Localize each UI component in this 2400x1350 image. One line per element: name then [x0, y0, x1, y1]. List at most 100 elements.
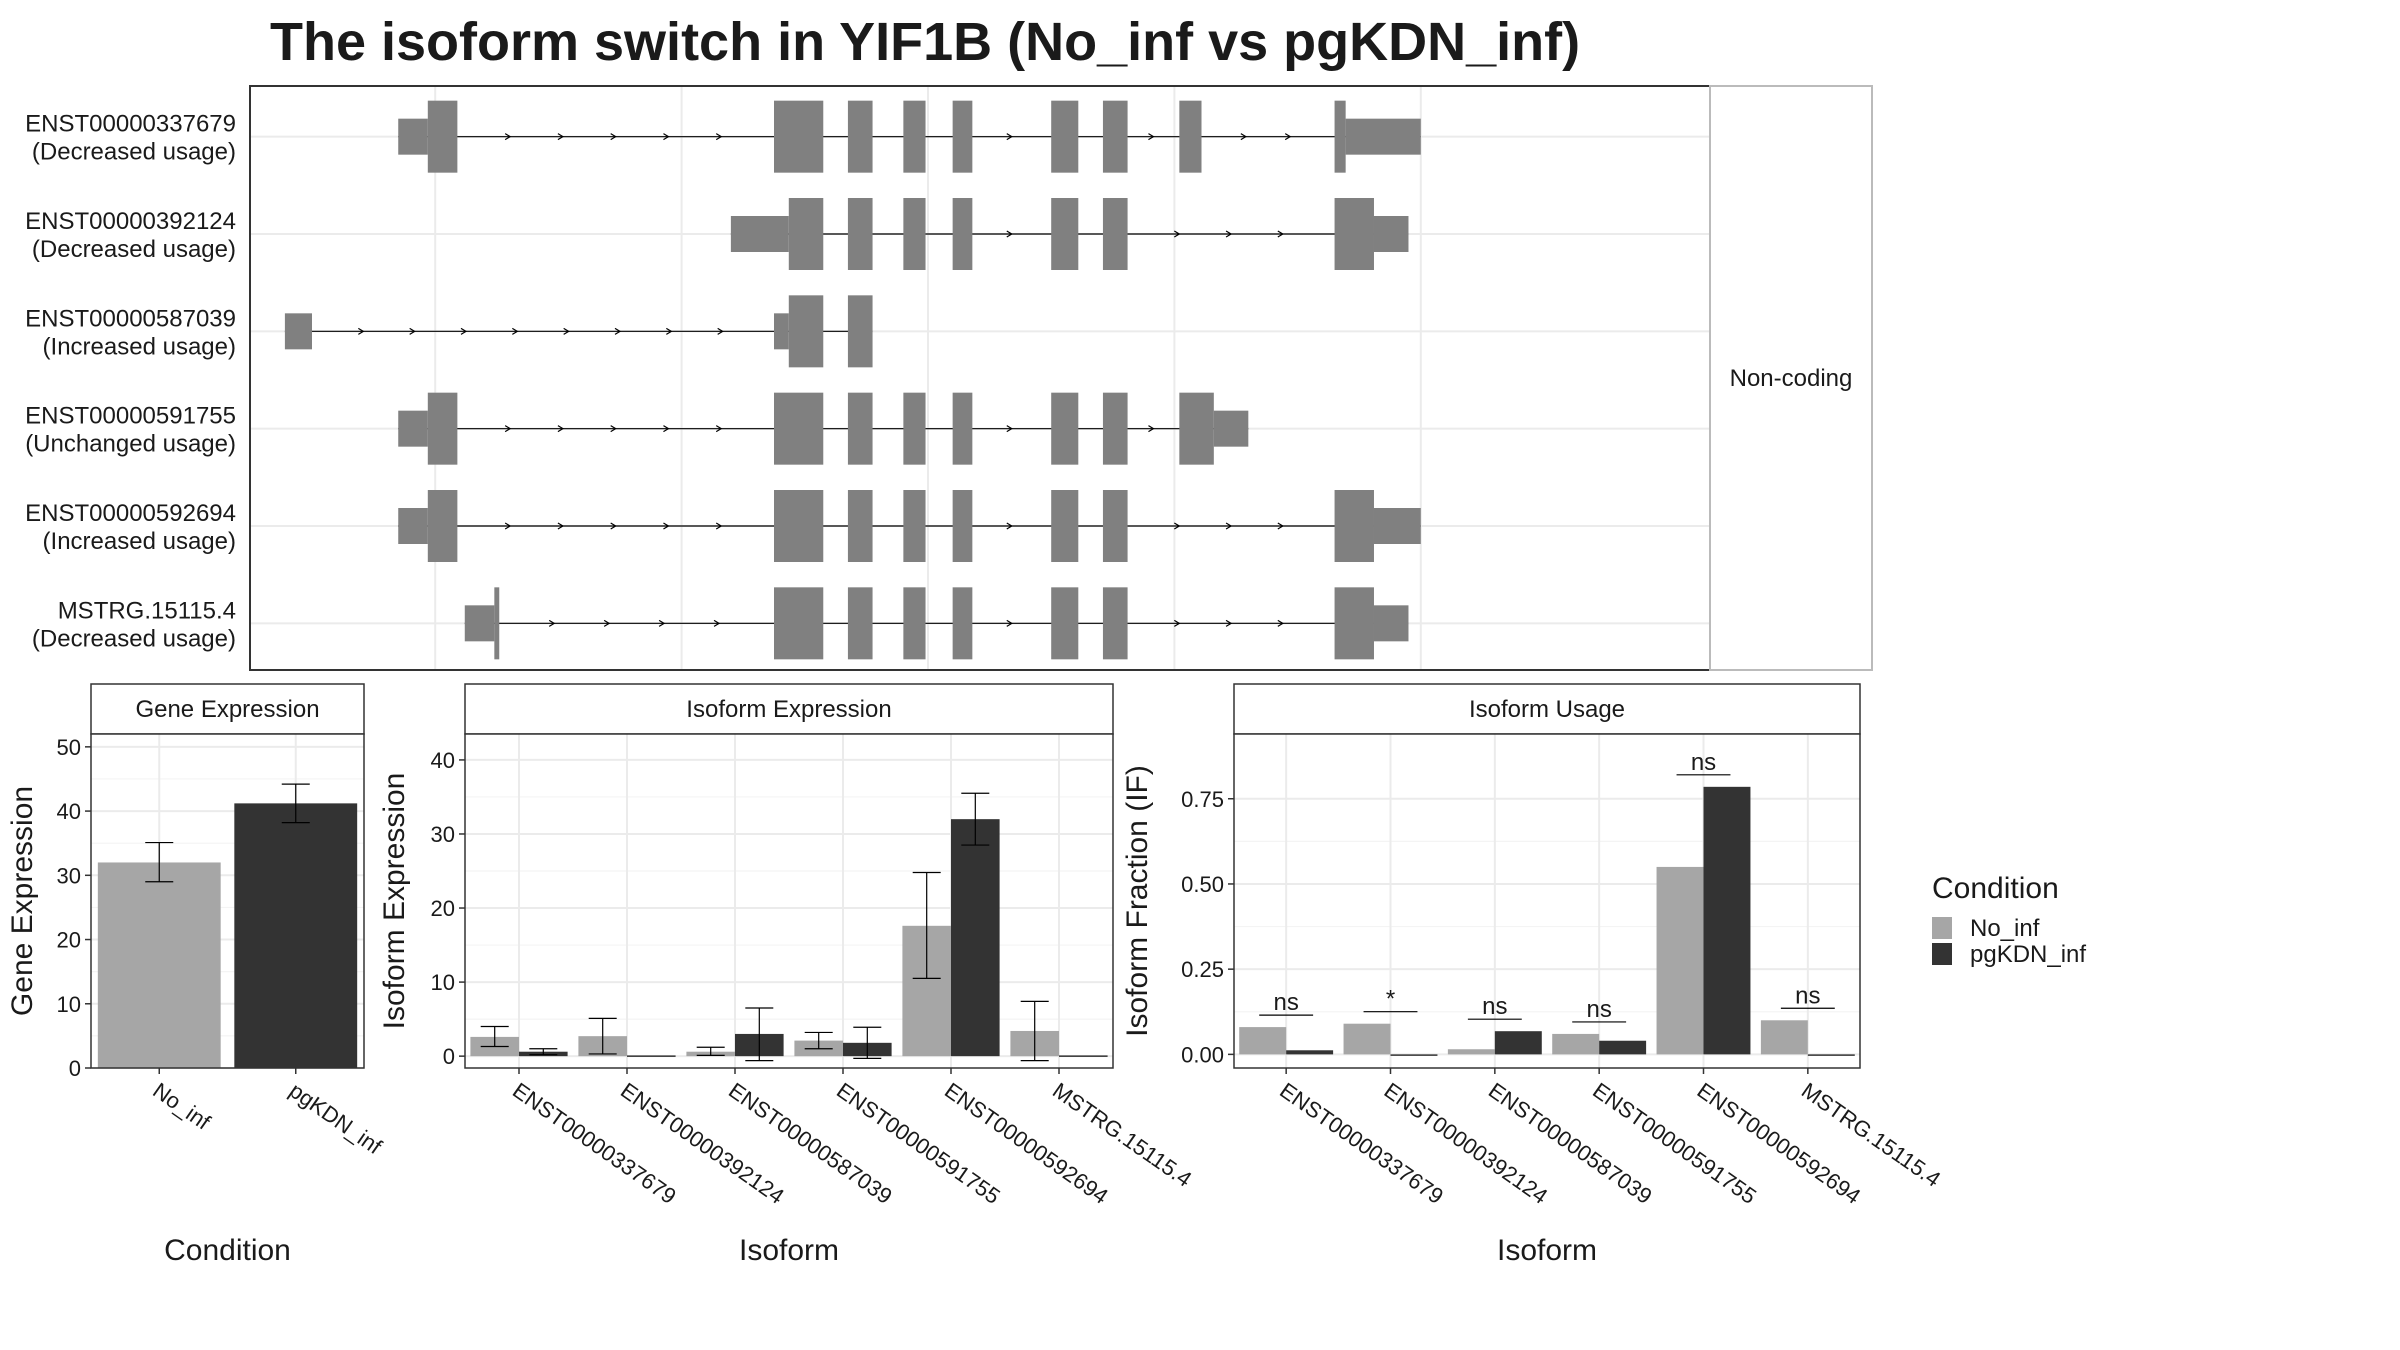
- significance-label: ns: [1795, 982, 1820, 1009]
- coding-strip: [1709, 85, 1873, 671]
- transcript-row-enst00000592694: ENST00000592694(Increased usage): [25, 490, 1421, 562]
- panel-strip: [1233, 683, 1861, 735]
- transcript-row-enst00000337679: ENST00000337679(Decreased usage): [25, 100, 1421, 173]
- y-tick-label: 10: [431, 970, 455, 995]
- coding-strip-label: Non-coding: [1730, 365, 1853, 392]
- strand-arrow: [715, 133, 723, 141]
- coding-exon: [847, 100, 873, 173]
- strand-arrow: [663, 425, 670, 433]
- coding-exon: [1051, 198, 1079, 270]
- legend-label-pgkdn-inf: pgKDN_inf: [1970, 941, 2086, 968]
- transcript-plot-background: [250, 86, 1710, 670]
- bar-enst00000592694-pgkdn-inf: [1703, 786, 1751, 1055]
- x-axis-title: Isoform: [1497, 1234, 1597, 1267]
- coding-exon: [427, 490, 458, 562]
- y-tick-label: 0: [69, 1056, 81, 1081]
- panel-strip: [90, 683, 365, 735]
- coding-exon: [1051, 490, 1079, 562]
- coding-exon: [1334, 587, 1374, 660]
- transcript-row-enst00000591755: ENST00000591755(Unchanged usage): [25, 392, 1249, 465]
- y-tick-label: 10: [57, 992, 81, 1017]
- strand-arrow: [460, 327, 468, 335]
- coding-exon: [1102, 100, 1128, 173]
- coding-exon: [903, 392, 926, 465]
- transcript-id-label: ENST00000592694: [25, 500, 236, 527]
- strand-arrow: [610, 425, 617, 433]
- bar-pgkdn-inf: [234, 803, 358, 1068]
- y-tick-label: 30: [57, 863, 81, 888]
- bar-enst00000337679-pgkdn-inf: [1286, 1050, 1334, 1055]
- y-tick-label: 0.25: [1181, 957, 1224, 982]
- strand-arrow: [358, 327, 365, 335]
- strand-arrow: [1225, 619, 1233, 627]
- bar-enst00000587039-no-inf: [1447, 1049, 1495, 1055]
- strand-arrow: [504, 133, 512, 141]
- bar-enst00000592694-pgkdn-inf: [951, 819, 1000, 1057]
- strand-arrow: [610, 522, 617, 530]
- y-axis-title: Gene Expression: [6, 786, 39, 1016]
- utr-exon: [1373, 216, 1409, 252]
- strand-arrow: [1277, 230, 1284, 238]
- panel-strip-title: Gene Expression: [135, 696, 319, 723]
- y-axis-title: Isoform Fraction (IF): [1121, 765, 1154, 1037]
- coding-exon: [847, 198, 873, 270]
- strand-arrow: [1006, 133, 1013, 141]
- significance-label: ns: [1586, 996, 1611, 1023]
- utr-exon: [464, 605, 495, 642]
- strand-arrow: [1148, 133, 1155, 141]
- strand-arrow: [557, 425, 565, 433]
- significance-label: *: [1386, 986, 1395, 1013]
- coding-exon: [903, 587, 926, 660]
- coding-exon: [1051, 587, 1079, 660]
- strand-arrow: [1006, 619, 1013, 627]
- bar-enst00000587039-pgkdn-inf: [1494, 1031, 1542, 1055]
- strand-arrow: [1148, 425, 1155, 433]
- x-tick-label: No_inf: [148, 1078, 215, 1135]
- coding-exon: [1051, 100, 1079, 173]
- strand-arrow: [713, 619, 721, 627]
- utr-exon: [774, 313, 789, 350]
- strand-arrow: [504, 425, 512, 433]
- coding-exon: [1102, 587, 1128, 660]
- strand-arrow: [1174, 230, 1181, 238]
- utr-exon: [1373, 605, 1409, 642]
- utr-exon: [730, 216, 789, 252]
- strand-arrow: [663, 133, 670, 141]
- utr-exon: [398, 508, 428, 544]
- panel-background: [1234, 734, 1860, 1068]
- coding-exon: [1334, 490, 1374, 562]
- strand-arrow: [1284, 133, 1292, 141]
- coding-exon: [847, 295, 873, 368]
- y-tick-label: 0.50: [1181, 872, 1224, 897]
- transcript-id-label: ENST00000587039: [25, 305, 236, 332]
- coding-exon: [774, 587, 824, 660]
- coding-exon: [847, 490, 873, 562]
- figure-title: The isoform switch in YIF1B (No_inf vs p…: [270, 12, 1580, 72]
- strand-arrow: [1006, 522, 1013, 530]
- significance-label: ns: [1482, 993, 1507, 1020]
- strand-arrow: [1225, 230, 1233, 238]
- strand-arrow: [1277, 522, 1284, 530]
- x-axis-title: Isoform: [739, 1234, 839, 1267]
- panel-border: [90, 733, 365, 1069]
- y-tick-label: 40: [57, 799, 81, 824]
- coding-exon: [1051, 392, 1079, 465]
- utr-exon: [1213, 410, 1249, 447]
- bar-mstrg-15115-4-pgkdn-inf: [1059, 1055, 1108, 1057]
- transcript-usage-label: (Increased usage): [43, 528, 236, 555]
- coding-exon: [903, 198, 926, 270]
- utr-exon: [398, 118, 428, 155]
- coding-exon: [1179, 392, 1214, 465]
- transcript-usage-label: (Decreased usage): [32, 139, 236, 166]
- y-tick-label: 20: [57, 928, 81, 953]
- coding-exon: [1102, 198, 1128, 270]
- bar-mstrg-15115-4-pgkdn-inf: [1807, 1054, 1855, 1056]
- transcript-structure-panel: ENST00000337679(Decreased usage) ENST0000…: [25, 85, 1873, 671]
- transcript-usage-label: (Increased usage): [43, 333, 236, 360]
- coding-exon: [1334, 198, 1374, 270]
- coding-exon: [952, 392, 973, 465]
- utr-exon: [398, 410, 428, 447]
- y-tick-label: 0.00: [1181, 1042, 1224, 1067]
- transcript-row-enst00000587039: ENST00000587039(Increased usage): [25, 295, 873, 368]
- coding-exon: [952, 100, 973, 173]
